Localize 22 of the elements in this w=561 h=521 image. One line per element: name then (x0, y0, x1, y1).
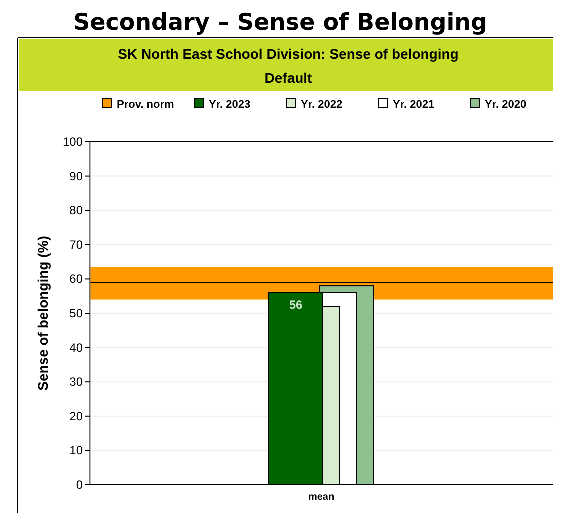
y-tick-label: 100 (62, 135, 84, 149)
text: Default (264, 70, 313, 86)
y-tick-label: 30 (70, 375, 84, 390)
y-tick-label: 40 (70, 340, 84, 355)
y-tick-label: 80 (70, 204, 84, 218)
legend-label: Yr. 2021 (393, 99, 435, 111)
legend-label: Yr. 2022 (301, 99, 343, 111)
y-tick-label: 10 (70, 444, 84, 458)
legend-label: Yr. 2023 (209, 99, 251, 111)
y-tick-label: 0 (76, 478, 84, 492)
x-tick-label: mean (308, 492, 335, 503)
legend-label: Prov. norm (117, 99, 174, 111)
y-tick-label: 90 (70, 169, 84, 184)
legend-label: Yr. 2020 (485, 99, 527, 111)
data-label: 56 (289, 298, 303, 312)
y-tick-label: 50 (70, 306, 84, 320)
y-axis-title: Sense of belonging (%) (35, 236, 51, 391)
y-tick-label: 60 (70, 272, 84, 286)
chart-subtitle: SK North East School Division: Sense of belonging (118, 46, 459, 62)
chart-title: Secondary – Sense of Belonging (74, 10, 488, 36)
y-tick-label: 70 (70, 238, 84, 252)
y-tick-label: 20 (70, 409, 84, 424)
